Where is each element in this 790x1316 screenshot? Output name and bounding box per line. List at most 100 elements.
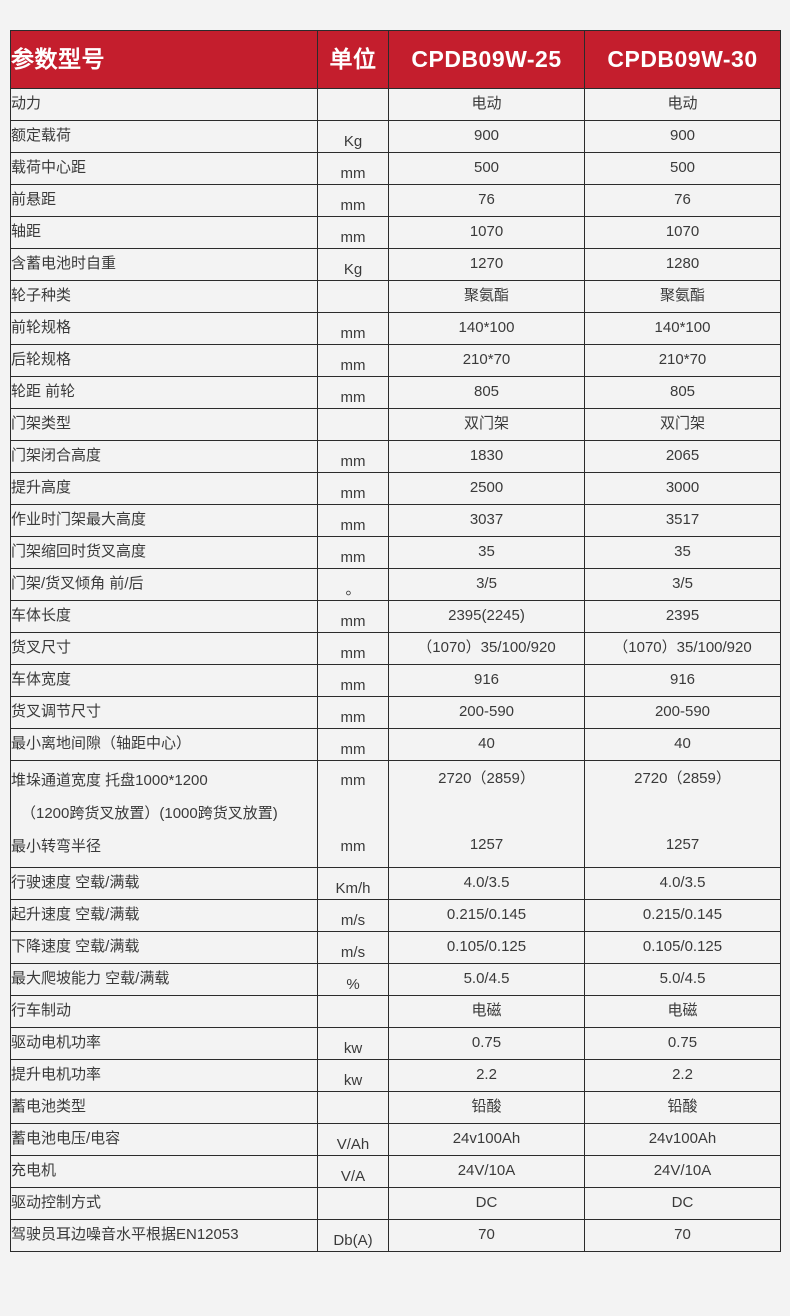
table-row: 起升速度 空载/满载 m/s 0.215/0.145 0.215/0.145: [10, 899, 781, 932]
table-row: 前悬距 mm 76 76: [10, 184, 781, 217]
spec-table-container: 参数型号 单位 CPDB09W-25 CPDB09W-30 动力 电动 电动 额定载荷…: [10, 30, 781, 1252]
table-row: 下降速度 空载/满载 m/s 0.105/0.125 0.105/0.125: [10, 931, 781, 964]
table-row: 轮子种类 聚氨酯 聚氨酯: [10, 280, 781, 313]
cell-line: mm: [340, 772, 366, 789]
cell-line: 1257: [665, 836, 700, 853]
cell-parameter: 提升电机功率: [10, 1059, 318, 1092]
header-cell-model-2: CPDB09W-30: [584, 30, 781, 89]
cell-unit: mm: [317, 216, 389, 249]
cell-value-model-1: 1270: [388, 248, 585, 281]
cell-line: 最小转弯半径: [11, 838, 102, 855]
cell-parameter: 驾驶员耳边噪音水平根据EN12053: [10, 1219, 318, 1252]
cell-parameter: 门架/货叉倾角 前/后: [10, 568, 318, 601]
cell-parameter: 提升高度: [10, 472, 318, 505]
cell-value-model-2: 24V/10A: [584, 1155, 781, 1188]
cell-value-model-2: 500: [584, 152, 781, 185]
cell-parameter: 轮距 前轮: [10, 376, 318, 409]
cell-value-model-2: 0.105/0.125: [584, 931, 781, 964]
cell-unit: mm: [317, 376, 389, 409]
cell-value-model-1: 500: [388, 152, 585, 185]
cell-parameter: 货叉尺寸: [10, 632, 318, 665]
cell-value-model-1: 铅酸: [388, 1091, 585, 1124]
cell-unit: mm: [317, 536, 389, 569]
cell-value-model-2: 76: [584, 184, 781, 217]
cell-value-model-2: 805: [584, 376, 781, 409]
table-row: 行驶速度 空载/满载 Km/h 4.0/3.5 4.0/3.5: [10, 867, 781, 900]
cell-parameter: 轴距: [10, 216, 318, 249]
cell-value-model-2: 210*70: [584, 344, 781, 377]
cell-value-model-2: 聚氨酯: [584, 280, 781, 313]
cell-value-model-2: DC: [584, 1187, 781, 1220]
cell-value-model-1: 2720（2859） 1257: [388, 760, 585, 868]
cell-value-model-2: 铅酸: [584, 1091, 781, 1124]
cell-line: 2720（2859）: [438, 770, 535, 787]
cell-value-model-1: 4.0/3.5: [388, 867, 585, 900]
cell-unit: V/A: [317, 1155, 389, 1188]
cell-value-model-2: 双门架: [584, 408, 781, 441]
cell-value-model-2: 4.0/3.5: [584, 867, 781, 900]
cell-value-model-2: 电动: [584, 88, 781, 121]
table-row: 门架缩回时货叉高度 mm 35 35: [10, 536, 781, 569]
cell-value-model-1: 3037: [388, 504, 585, 537]
cell-parameter: 车体宽度: [10, 664, 318, 697]
cell-value-model-2: 70: [584, 1219, 781, 1252]
cell-value-model-1: 200-590: [388, 696, 585, 729]
header-row: 参数型号 单位 CPDB09W-25 CPDB09W-30: [10, 30, 781, 89]
table-row: 最小离地间隙（轴距中心） mm 40 40: [10, 728, 781, 761]
cell-value-model-1: 76: [388, 184, 585, 217]
table-row: 蓄电池电压/电容 V/Ah 24v100Ah 24v100Ah: [10, 1123, 781, 1156]
table-row: 货叉尺寸 mm （1070）35/100/920 （1070）35/100/920: [10, 632, 781, 665]
cell-line: （1200跨货叉放置）(1000跨货叉放置): [21, 805, 278, 822]
cell-value-model-1: 0.75: [388, 1027, 585, 1060]
table-row: 门架类型 双门架 双门架: [10, 408, 781, 441]
cell-unit: mm: [317, 312, 389, 345]
cell-unit: mm mm: [317, 760, 389, 868]
cell-parameter: 动力: [10, 88, 318, 121]
cell-parameter: 后轮规格: [10, 344, 318, 377]
cell-value-model-2: 40: [584, 728, 781, 761]
cell-value-model-1: 24v100Ah: [388, 1123, 585, 1156]
cell-parameter: 最大爬坡能力 空载/满载: [10, 963, 318, 996]
table-row: 后轮规格 mm 210*70 210*70: [10, 344, 781, 377]
cell-unit: [317, 995, 389, 1028]
cell-value-model-1: 2.2: [388, 1059, 585, 1092]
cell-parameter: 车体长度: [10, 600, 318, 633]
cell-value-model-1: 电动: [388, 88, 585, 121]
cell-value-model-2: 3/5: [584, 568, 781, 601]
cell-unit: [317, 1091, 389, 1124]
cell-unit: V/Ah: [317, 1123, 389, 1156]
cell-unit: [317, 280, 389, 313]
cell-parameter: 驱动电机功率: [10, 1027, 318, 1060]
table-row: 行车制动 电磁 电磁: [10, 995, 781, 1028]
table-row: 货叉调节尺寸 mm 200-590 200-590: [10, 696, 781, 729]
cell-parameter: 蓄电池电压/电容: [10, 1123, 318, 1156]
cell-value-model-2: 35: [584, 536, 781, 569]
cell-value-model-2: 140*100: [584, 312, 781, 345]
cell-value-model-1: 916: [388, 664, 585, 697]
cell-value-model-2: 2065: [584, 440, 781, 473]
cell-value-model-1: （1070）35/100/920: [388, 632, 585, 665]
cell-value-model-1: 1830: [388, 440, 585, 473]
cell-line: mm: [340, 838, 366, 855]
cell-parameter: 行车制动: [10, 995, 318, 1028]
cell-parameter: 前轮规格: [10, 312, 318, 345]
cell-value-model-1: 210*70: [388, 344, 585, 377]
cell-parameter: 货叉调节尺寸: [10, 696, 318, 729]
cell-value-model-2: 916: [584, 664, 781, 697]
table-row: 提升高度 mm 2500 3000: [10, 472, 781, 505]
cell-value-model-1: 900: [388, 120, 585, 153]
table-row: 轮距 前轮 mm 805 805: [10, 376, 781, 409]
cell-value-model-1: 24V/10A: [388, 1155, 585, 1188]
cell-parameter: 行驶速度 空载/满载: [10, 867, 318, 900]
cell-value-model-1: 2395(2245): [388, 600, 585, 633]
cell-unit: mm: [317, 152, 389, 185]
cell-parameter: 含蓄电池时自重: [10, 248, 318, 281]
cell-unit: Km/h: [317, 867, 389, 900]
cell-value-model-1: 5.0/4.5: [388, 963, 585, 996]
cell-unit: m/s: [317, 899, 389, 932]
table-header: 参数型号 单位 CPDB09W-25 CPDB09W-30: [10, 30, 781, 89]
cell-unit: kw: [317, 1059, 389, 1092]
table-row: 门架/货叉倾角 前/后。 3/5 3/5: [10, 568, 781, 601]
table-row: 车体宽度 mm 916 916: [10, 664, 781, 697]
header-cell-parameter: 参数型号: [10, 30, 318, 89]
